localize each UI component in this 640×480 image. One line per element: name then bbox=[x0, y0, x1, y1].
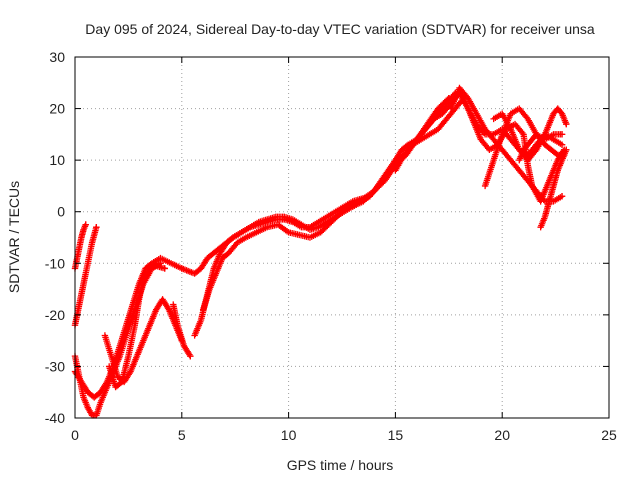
tick-layer: 0 5 10 15 20 25 -40 -30 -20 -10 0 10 20 30 bbox=[45, 49, 617, 443]
data-point bbox=[187, 352, 194, 360]
y-tick-label: 20 bbox=[49, 101, 65, 117]
series-trace-a bbox=[71, 221, 89, 272]
data-point bbox=[558, 131, 566, 138]
y-tick-label: -20 bbox=[45, 307, 65, 323]
data-point bbox=[519, 129, 526, 137]
data-point bbox=[558, 141, 566, 148]
plot-frame bbox=[74, 56, 610, 419]
x-tick-label: 0 bbox=[71, 427, 79, 443]
data-point bbox=[540, 196, 547, 204]
data-point bbox=[444, 96, 451, 103]
series-trace-j bbox=[199, 95, 452, 313]
x-axis-label: GPS time / hours bbox=[287, 457, 394, 473]
x-tick-label: 20 bbox=[494, 427, 510, 443]
data-point bbox=[445, 95, 452, 102]
x-tick-label: 10 bbox=[281, 427, 297, 443]
x-tick-label: 25 bbox=[601, 427, 617, 443]
series-trace-f bbox=[105, 262, 168, 391]
data-point bbox=[553, 150, 560, 158]
y-tick-label: -40 bbox=[45, 410, 65, 426]
data-point bbox=[563, 146, 570, 154]
data-layer bbox=[71, 84, 570, 419]
data-point bbox=[82, 221, 89, 228]
y-tick-label: -10 bbox=[45, 255, 65, 271]
y-tick-label: 30 bbox=[49, 49, 65, 65]
data-point bbox=[558, 193, 566, 200]
series-trace-g bbox=[170, 301, 194, 360]
data-point bbox=[93, 223, 100, 231]
data-point bbox=[560, 151, 568, 159]
data-point bbox=[563, 120, 570, 128]
x-tick-label: 5 bbox=[178, 427, 186, 443]
series-trace-l bbox=[392, 95, 568, 205]
series-trace-p bbox=[537, 146, 570, 231]
y-tick-label: 0 bbox=[57, 204, 65, 220]
grid-layer bbox=[75, 57, 609, 418]
series-trace-i bbox=[191, 89, 459, 339]
y-tick-label: -30 bbox=[45, 358, 65, 374]
chart-title: Day 095 of 2024, Sidereal Day-to-day VTE… bbox=[85, 21, 595, 37]
data-point bbox=[186, 351, 193, 358]
y-tick-label: 10 bbox=[49, 152, 65, 168]
series-trace-q bbox=[516, 131, 568, 164]
x-tick-label: 15 bbox=[388, 427, 404, 443]
y-axis-label: SDTVAR / TECUs bbox=[6, 181, 22, 293]
series-trace-b bbox=[71, 223, 100, 329]
data-point bbox=[161, 265, 168, 272]
